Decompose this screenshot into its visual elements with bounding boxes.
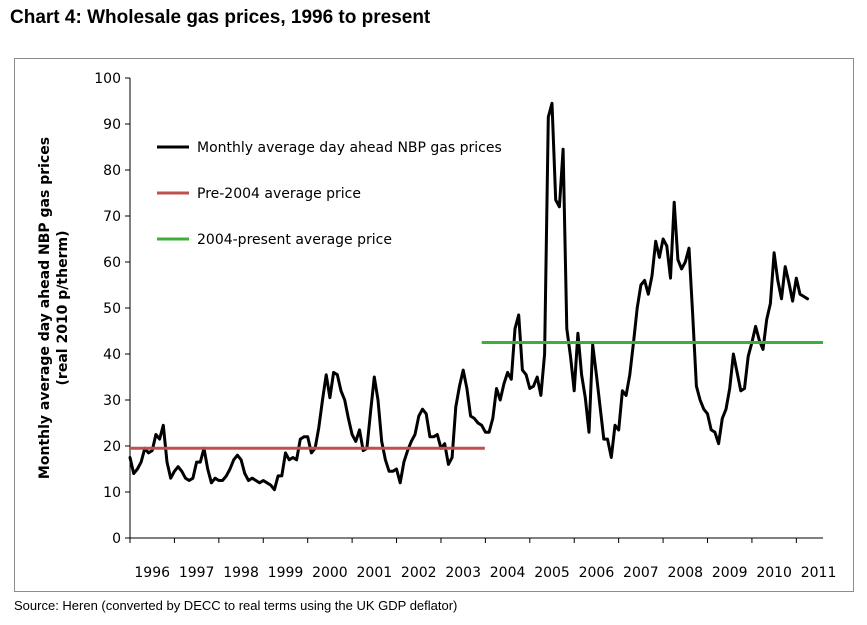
y-tick-label: 50 xyxy=(103,301,121,317)
x-tick-label: 1997 xyxy=(179,565,215,581)
y-tick-label: 40 xyxy=(103,347,121,363)
y-axis-title: Monthly average day ahead NBP gas prices… xyxy=(37,137,71,479)
y-tick-label: 80 xyxy=(103,163,121,179)
x-tick-label: 1998 xyxy=(223,565,259,581)
x-tick-label: 1996 xyxy=(134,565,170,581)
series-line-monthly-prices xyxy=(128,101,809,492)
legend-label: 2004-present average price xyxy=(197,232,392,248)
chart-title: Chart 4: Wholesale gas prices, 1996 to p… xyxy=(10,7,431,28)
chart-frame xyxy=(14,58,854,592)
legend: Monthly average day ahead NBP gas prices… xyxy=(157,140,502,248)
x-tick-label: 2004 xyxy=(490,565,526,581)
y-tick-label: 70 xyxy=(103,209,121,225)
x-tick-label: 2009 xyxy=(712,565,748,581)
x-tick-label: 1999 xyxy=(268,565,304,581)
x-tick-label: 2011 xyxy=(801,565,837,581)
x-tick-label: 2002 xyxy=(401,565,437,581)
legend-label: Monthly average day ahead NBP gas prices xyxy=(197,140,502,156)
x-tick-label: 2005 xyxy=(534,565,570,581)
y-tick-label: 90 xyxy=(103,117,121,133)
series xyxy=(128,101,823,492)
x-tick-label: 2001 xyxy=(357,565,393,581)
x-tick-label: 2003 xyxy=(445,565,481,581)
y-tick-label: 30 xyxy=(103,393,121,409)
axes: 0 10 20 30 40 50 60 70 80 90 100 1996 1997 1998 1999 20… xyxy=(94,71,836,581)
x-tick-label: 2007 xyxy=(623,565,659,581)
x-tick-label: 2010 xyxy=(756,565,792,581)
x-tick-label: 2006 xyxy=(579,565,615,581)
y-tick-label: 20 xyxy=(103,439,121,455)
y-tick-label: 60 xyxy=(103,255,121,271)
y-axis-title-line: Monthly average day ahead NBP gas prices xyxy=(37,137,53,479)
legend-label: Pre-2004 average price xyxy=(197,186,361,202)
x-tick-label: 2000 xyxy=(312,565,348,581)
y-tick-label: 100 xyxy=(94,71,121,87)
y-tick-label: 10 xyxy=(103,485,121,501)
source-note: Source: Heren (converted by DECC to real… xyxy=(14,598,458,613)
y-axis-title-line: (real 2010 p/therm) xyxy=(55,231,71,386)
y-tick-label: 0 xyxy=(112,531,121,547)
x-tick-label: 2008 xyxy=(667,565,703,581)
